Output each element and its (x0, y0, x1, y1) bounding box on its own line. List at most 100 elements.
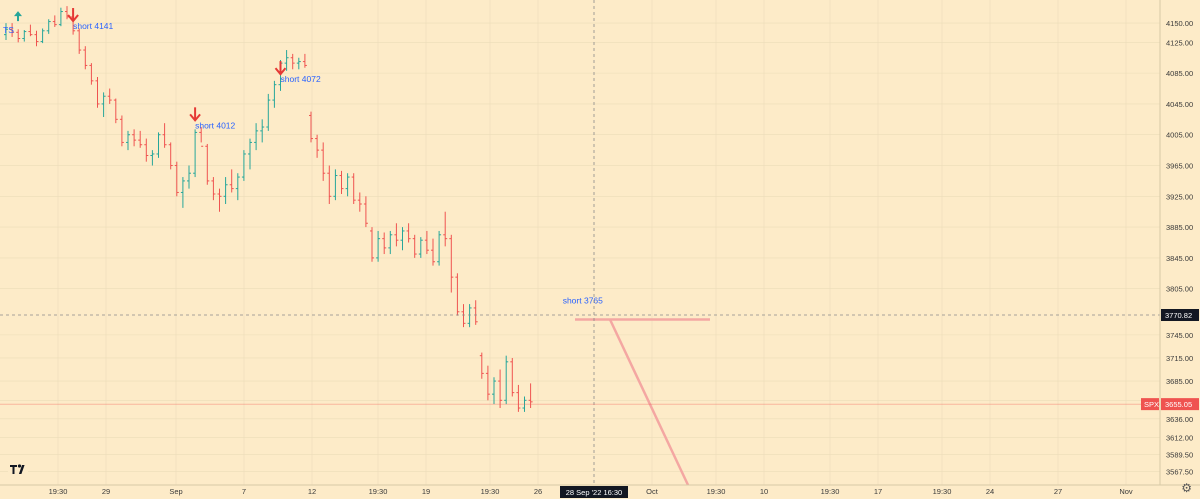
ohlc-bar (199, 127, 204, 147)
x-tick-label: 7 (242, 487, 246, 496)
ohlc-bar (510, 357, 515, 397)
ohlc-bar (52, 15, 57, 27)
ohlc-bar (449, 234, 454, 293)
x-tick-label: 24 (986, 487, 994, 496)
ohlc-bar (150, 150, 155, 166)
ohlc-bar (180, 177, 185, 208)
ohlc-bar (254, 123, 259, 151)
chart-grid (0, 0, 1160, 485)
badge-label: 28 Sep '22 16:30 (566, 488, 622, 497)
x-tick-label: 19:30 (707, 487, 726, 496)
badge-bg (1161, 398, 1199, 411)
ohlc-bar (34, 30, 39, 47)
ohlc-bar (363, 196, 368, 228)
y-tick-label: 3885.00 (1166, 223, 1193, 232)
ohlc-bar (467, 304, 472, 328)
ohlc-bar (327, 165, 332, 205)
down-arrow-head (274, 67, 287, 76)
ohlc-bar (248, 138, 252, 170)
symbol-label: SPX (1144, 400, 1159, 409)
y-tick-label: 4150.00 (1166, 19, 1193, 28)
annotation-label: short 4012 (195, 120, 235, 130)
ohlc-bar (119, 115, 124, 147)
ohlc-bar (443, 211, 448, 247)
badge-bg (560, 486, 628, 498)
ohlc-bar (394, 223, 399, 247)
ohlc-bar (351, 173, 356, 205)
ohlc-bar (266, 93, 271, 131)
x-tick-label: 19:30 (481, 487, 500, 496)
ohlc-bar (345, 173, 350, 197)
y-tick-label: 3925.00 (1166, 192, 1193, 201)
ohlc-bar (10, 23, 15, 37)
ohlc-bar (217, 188, 222, 212)
y-tick-label: 3567.50 (1166, 468, 1193, 477)
ohlc-bar (174, 161, 179, 197)
x-tick-label: 19:30 (933, 487, 952, 496)
ohlc-bar (357, 192, 362, 212)
ohlc-bar (382, 232, 387, 255)
ohlc-bar (492, 377, 496, 405)
last-price-badge: SPX 3655.05 (1141, 398, 1199, 411)
ohlc-bar (406, 223, 411, 243)
ohlc-bar (168, 142, 173, 170)
trade-annotation: TS (3, 11, 22, 35)
ohlc-bar (296, 57, 301, 70)
ohlc-bar (400, 227, 405, 251)
ohlc-bar (83, 46, 88, 70)
x-tick-label: 29 (102, 487, 110, 496)
ohlc-bar (333, 169, 338, 201)
ohlc-bar (205, 143, 210, 185)
ohlc-bar (58, 7, 63, 27)
ohlc-bar (284, 50, 289, 71)
ohlc-bar (309, 111, 313, 143)
ohlc-bar (162, 123, 167, 148)
x-tick-label: Oct (646, 487, 659, 496)
gear-icon[interactable]: ⚙ (1181, 481, 1192, 495)
ohlc-bar (272, 80, 277, 108)
ohlc-bar (16, 29, 21, 43)
annotation-label: TS (3, 25, 14, 35)
symbol-badge-bg (1141, 398, 1159, 411)
ohlc-bar (321, 142, 326, 181)
ohlc-bar (223, 177, 228, 205)
y-tick-label: 3745.00 (1166, 331, 1193, 340)
chart-overlays: short 4141 short 4012 short 4072 short 3765… (0, 0, 1160, 486)
trade-annotation: short 4072 (274, 61, 321, 84)
trade-annotation: short 4012 (189, 107, 236, 130)
x-tick-label: Sep (169, 487, 182, 496)
ohlc-bar (156, 132, 161, 158)
x-tick-label: 19 (422, 487, 430, 496)
y-tick-label: 4005.00 (1166, 131, 1193, 140)
price-axis[interactable]: 4150.00 4125.00 4085.00 4045.00 4005.00 3965.… (1141, 0, 1200, 485)
annotation-label: short 3765 (563, 295, 603, 305)
ohlc-bar (290, 53, 295, 70)
x-tick-label: 12 (308, 487, 316, 496)
annotation-label: short 4072 (281, 74, 321, 84)
ohlc-bar (412, 234, 417, 258)
ohlc-bar (485, 365, 490, 401)
y-tick-label: 3612.00 (1166, 433, 1193, 442)
ohlc-bar (479, 352, 484, 379)
y-tick-label: 3685.00 (1166, 377, 1193, 386)
ohlc-bar (473, 300, 478, 325)
ohlc-bar (77, 28, 82, 54)
ohlc-bar (370, 227, 374, 262)
ohlc-bar (101, 92, 106, 118)
time-axis[interactable]: 19:30 29 Sep 7 12 19:30 19 19:30 26 Oct 19:30 10 19:… (0, 484, 1200, 498)
x-tick-label: 17 (874, 487, 882, 496)
ohlc-bar (418, 237, 423, 258)
trade-annotation: short 4141 (67, 8, 114, 31)
x-tick-label: 27 (1054, 487, 1062, 496)
ohlc-bar (187, 165, 191, 189)
y-tick-label: 4085.00 (1166, 69, 1193, 78)
ohlc-bar (89, 63, 94, 85)
down-arrow-head (67, 14, 79, 23)
tradingview-logo (8, 462, 28, 481)
ohlc-bar (424, 230, 429, 255)
ohlc-bar (138, 130, 143, 148)
ohlc-bar (241, 150, 246, 181)
badge-bg (1161, 309, 1199, 322)
ohlc-bar (28, 24, 33, 37)
